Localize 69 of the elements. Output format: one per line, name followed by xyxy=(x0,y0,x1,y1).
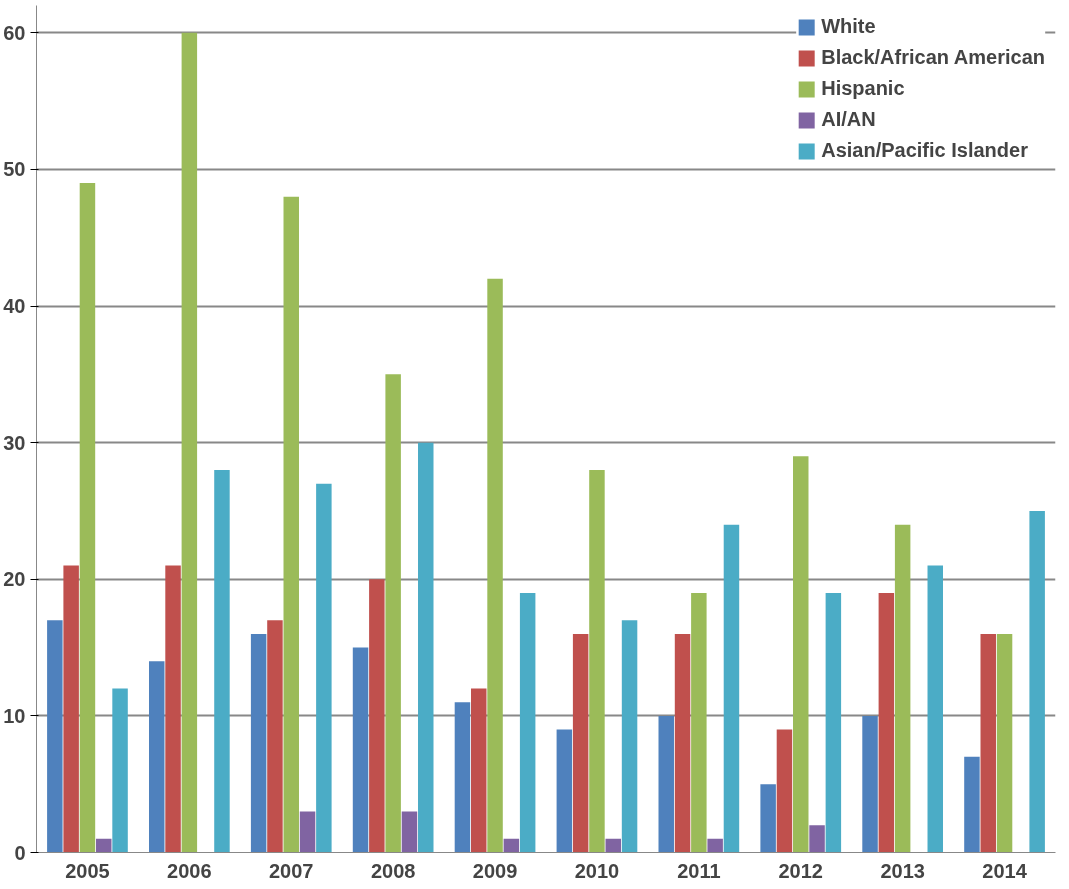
bar xyxy=(878,592,895,853)
bar xyxy=(149,661,165,853)
legend-label: Hispanic xyxy=(821,77,905,100)
x-tick-label: 2005 xyxy=(65,859,110,882)
legend-label: Black/African American xyxy=(821,46,1045,69)
y-tick-label: 40 xyxy=(3,295,26,318)
x-tick-label: 2013 xyxy=(880,859,925,882)
x-tick-label: 2008 xyxy=(370,859,416,882)
legend-label: AI/AN xyxy=(821,108,876,131)
bar xyxy=(418,442,434,853)
bar xyxy=(605,838,621,853)
bar xyxy=(589,469,605,853)
bar xyxy=(181,32,198,853)
x-tick-label: 2009 xyxy=(472,859,518,882)
bar xyxy=(621,620,638,853)
x-tick-label: 2011 xyxy=(677,859,721,882)
bar xyxy=(809,825,825,853)
bar xyxy=(267,620,283,853)
bar xyxy=(658,715,674,853)
bar xyxy=(723,524,740,853)
bar xyxy=(96,838,112,853)
bar xyxy=(369,579,385,853)
bar xyxy=(214,469,230,853)
x-tick-label: 2014 xyxy=(982,859,1028,882)
bar xyxy=(283,196,299,853)
bar xyxy=(572,633,589,853)
bar xyxy=(63,565,79,853)
bar xyxy=(1029,510,1045,853)
bar xyxy=(503,838,520,853)
bar xyxy=(471,688,487,853)
y-tick-label: 0 xyxy=(14,841,26,864)
bar xyxy=(996,633,1013,853)
bar xyxy=(352,647,369,853)
bar xyxy=(454,702,471,853)
bar xyxy=(299,811,316,853)
x-tick-label: 2012 xyxy=(778,859,823,882)
y-tick-label: 30 xyxy=(3,431,26,454)
bar xyxy=(980,633,996,853)
legend-label: Asian/Pacific Islander xyxy=(821,139,1028,162)
bar xyxy=(894,524,911,853)
y-tick-label: 50 xyxy=(3,158,26,181)
bar xyxy=(760,784,776,853)
bar xyxy=(862,715,878,853)
bar xyxy=(927,565,943,853)
bar xyxy=(165,565,181,853)
bar xyxy=(793,456,809,853)
bar xyxy=(674,633,691,853)
bar xyxy=(964,756,980,853)
bar xyxy=(385,374,401,853)
x-tick-label: 2007 xyxy=(269,859,314,882)
bar xyxy=(401,811,418,853)
x-tick-label: 2006 xyxy=(167,859,212,882)
bar xyxy=(47,620,63,853)
bar xyxy=(556,729,573,853)
x-tick-label: 2010 xyxy=(574,859,620,882)
legend-label: White xyxy=(821,15,876,38)
bar xyxy=(316,483,332,853)
bar xyxy=(519,592,536,853)
bar xyxy=(250,633,267,853)
y-tick-label: 60 xyxy=(3,21,26,44)
y-tick-label: 10 xyxy=(3,704,26,727)
bar xyxy=(776,729,793,853)
bar xyxy=(79,183,96,853)
bar xyxy=(487,278,503,853)
bar xyxy=(707,838,723,853)
bar xyxy=(691,592,707,853)
bar xyxy=(825,592,842,853)
bar xyxy=(112,688,128,853)
y-tick-label: 20 xyxy=(3,568,26,591)
